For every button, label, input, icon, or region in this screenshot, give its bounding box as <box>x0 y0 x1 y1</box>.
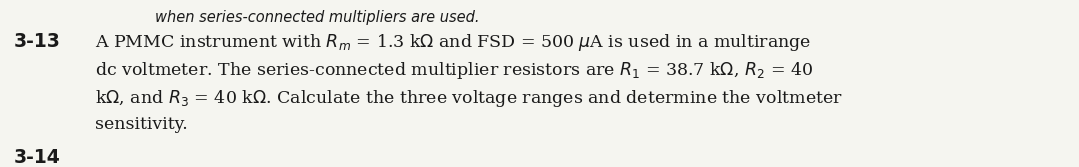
Text: 3-14: 3-14 <box>14 148 60 167</box>
Text: sensitivity.: sensitivity. <box>95 116 188 133</box>
Text: when series-connected multipliers are used.: when series-connected multipliers are us… <box>155 10 479 25</box>
Text: k$\Omega$, and $R_3$ = 40 k$\Omega$. Calculate the three voltage ranges and dete: k$\Omega$, and $R_3$ = 40 k$\Omega$. Cal… <box>95 88 843 109</box>
Text: 3-13: 3-13 <box>14 32 60 51</box>
Text: A PMMC instrument with $R_m$ = 1.3 k$\Omega$ and FSD = 500 $\mu$A is used in a m: A PMMC instrument with $R_m$ = 1.3 k$\Om… <box>95 32 811 53</box>
Text: dc voltmeter. The series-connected multiplier resistors are $R_1$ = 38.7 k$\Omeg: dc voltmeter. The series-connected multi… <box>95 60 814 81</box>
